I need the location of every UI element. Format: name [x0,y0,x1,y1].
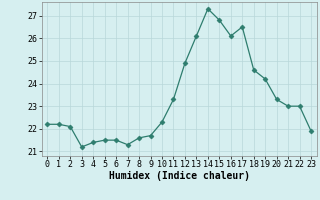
X-axis label: Humidex (Indice chaleur): Humidex (Indice chaleur) [109,171,250,181]
